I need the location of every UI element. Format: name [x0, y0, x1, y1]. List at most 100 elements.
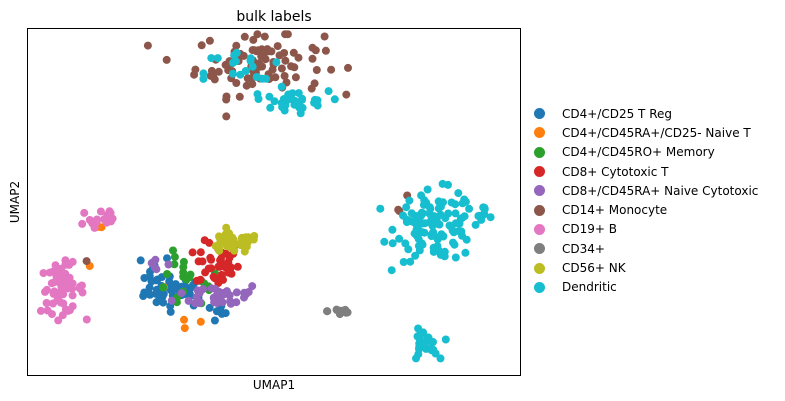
scatter-point — [144, 289, 153, 298]
scatter-point — [195, 289, 204, 298]
scatter-point — [235, 92, 244, 101]
scatter-point — [342, 90, 351, 99]
scatter-point — [108, 214, 117, 223]
legend-marker — [534, 108, 545, 120]
scatter-point — [407, 209, 416, 218]
scatter-point — [268, 65, 277, 74]
legend-label: CD19+ B — [562, 222, 617, 237]
scatter-point — [444, 180, 452, 189]
scatter-point — [266, 103, 275, 112]
scatter-point — [387, 266, 396, 275]
legend-item: CD56+ NK — [534, 258, 758, 277]
scatter-point — [179, 268, 188, 277]
plot-frame — [27, 28, 521, 376]
scatter-point — [36, 306, 45, 315]
scatter-point — [82, 257, 91, 266]
legend-marker — [534, 185, 545, 197]
scatter-point — [420, 196, 429, 205]
scatter-point — [228, 69, 237, 78]
scatter-point — [283, 30, 292, 39]
scatter-point — [454, 189, 463, 198]
scatter-point — [164, 260, 173, 269]
scatter-point — [458, 231, 466, 240]
scatter-point — [277, 82, 286, 91]
scatter-point — [186, 270, 195, 279]
legend-item: CD34+ — [534, 239, 758, 258]
scatter-point — [427, 231, 436, 239]
scatter-point — [180, 324, 189, 333]
scatter-point — [323, 307, 331, 316]
scatter-point — [207, 66, 216, 75]
legend-item: CD4+/CD25 T Reg — [534, 104, 758, 123]
scatter-point — [388, 239, 397, 248]
scatter-point — [196, 317, 205, 326]
legend-marker — [534, 127, 545, 139]
scatter-point — [221, 230, 230, 239]
scatter-point — [458, 199, 467, 208]
scatter-point — [170, 260, 179, 269]
scatter-point — [399, 211, 407, 220]
scatter-point — [406, 257, 415, 266]
scatter-point — [217, 262, 226, 271]
scatter-point — [480, 203, 489, 212]
scatter-point — [217, 254, 225, 263]
scatter-point — [136, 256, 145, 265]
legend-marker — [534, 281, 545, 293]
scatter-point — [159, 283, 168, 292]
scatter-point — [451, 209, 460, 218]
scatter-point — [376, 204, 385, 213]
scatter-point — [233, 262, 242, 271]
scatter-point — [280, 72, 289, 80]
scatter-point — [423, 185, 432, 194]
scatter-point — [401, 239, 410, 248]
scatter-point — [191, 299, 200, 308]
scatter-point — [344, 63, 352, 72]
scatter-point — [226, 299, 235, 308]
scatter-point — [100, 215, 109, 224]
scatter-point — [229, 58, 237, 67]
scatter-point — [312, 66, 321, 74]
scatter-point — [207, 255, 216, 264]
scatter-point — [267, 47, 276, 56]
scatter-point — [152, 265, 161, 274]
scatter-point — [415, 343, 424, 352]
scatter-point — [215, 246, 224, 255]
x-axis-label: UMAP1 — [253, 378, 295, 392]
scatter-point — [460, 212, 469, 221]
scatter-point — [411, 251, 420, 260]
scatter-point — [272, 58, 281, 67]
scatter-point — [229, 235, 238, 244]
scatter-point — [432, 214, 441, 223]
legend-label: CD4+/CD45RA+/CD25- Naive T — [562, 125, 751, 140]
scatter-point — [395, 234, 404, 243]
legend-label: CD8+/CD45RA+ Naive Cytotoxic — [562, 183, 759, 198]
scatter-point — [265, 92, 274, 101]
scatter-point — [221, 249, 230, 258]
scatter-point — [440, 252, 449, 261]
scatter-point — [80, 208, 89, 217]
scatter-point — [223, 241, 232, 250]
scatter-point — [248, 46, 257, 55]
scatter-point — [54, 266, 63, 275]
scatter-point — [225, 291, 234, 300]
legend-label: Dendritic — [562, 280, 617, 295]
scatter-point — [422, 343, 430, 352]
scatter-point — [199, 74, 208, 83]
legend-label: CD4+/CD25 T Reg — [562, 106, 672, 121]
legend-item: CD8+/CD45RA+ Naive Cytotoxic — [534, 181, 758, 200]
scatter-point — [249, 35, 258, 44]
scatter-point — [196, 248, 205, 257]
legend-item: CD4+/CD45RO+ Memory — [534, 143, 758, 162]
scatter-point — [171, 280, 180, 289]
scatter-point — [232, 79, 241, 87]
scatter-point — [77, 281, 86, 290]
scatter-point — [336, 307, 345, 316]
scatter-point — [198, 257, 207, 266]
scatter-point — [257, 45, 266, 54]
scatter-point — [246, 54, 255, 63]
scatter-point — [412, 214, 421, 223]
scatter-point — [78, 219, 87, 228]
legend-marker — [534, 166, 545, 178]
scatter-point — [78, 288, 87, 297]
